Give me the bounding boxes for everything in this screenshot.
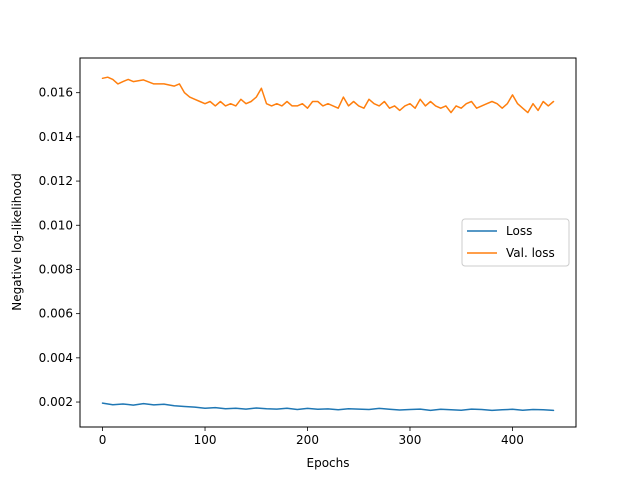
plot-frame: [79, 57, 577, 428]
y-axis-label: Negative log-likelihood: [10, 173, 24, 310]
y-tick-label: 0.004: [39, 351, 73, 365]
y-tick-label: 0.008: [39, 262, 73, 276]
y-tick-label: 0.010: [39, 218, 73, 232]
x-tick-label: 100: [194, 433, 217, 447]
legend: Loss Val. loss: [461, 218, 570, 267]
legend-label-loss: Loss: [506, 224, 532, 238]
series-line-val-loss: [101, 76, 555, 114]
y-tick-label: 0.012: [39, 174, 73, 188]
x-tick-label: 0: [99, 433, 107, 447]
x-axis-label: Epochs: [307, 456, 350, 470]
series-layer: [101, 76, 555, 412]
x-tick-label: 300: [399, 433, 422, 447]
x-axis: 0 100 200 300 400: [99, 427, 524, 447]
y-axis: 0.002 0.004 0.006 0.008 0.010 0.012 0.014 0.016: [39, 86, 80, 409]
y-tick-label: 0.002: [39, 395, 73, 409]
series-line-loss: [101, 402, 555, 412]
y-tick-label: 0.006: [39, 307, 73, 321]
y-tick-label: 0.014: [39, 130, 73, 144]
x-tick-label: 200: [296, 433, 319, 447]
y-tick-label: 0.016: [39, 86, 73, 100]
legend-label-val-loss: Val. loss: [506, 246, 555, 260]
x-tick-label: 400: [501, 433, 524, 447]
